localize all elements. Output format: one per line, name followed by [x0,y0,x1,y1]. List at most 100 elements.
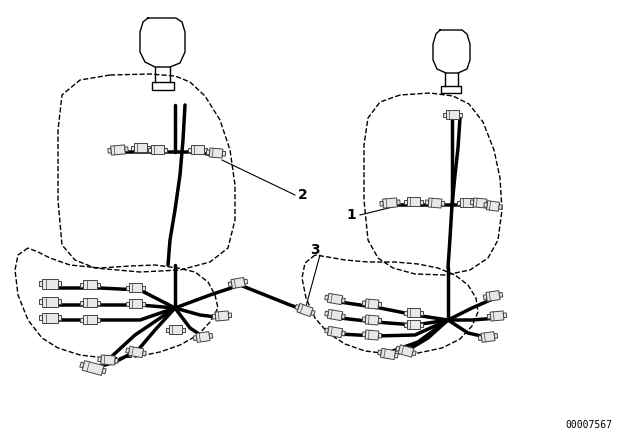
FancyBboxPatch shape [365,330,379,340]
FancyBboxPatch shape [108,148,111,153]
FancyBboxPatch shape [134,143,147,152]
FancyBboxPatch shape [473,198,487,208]
FancyBboxPatch shape [378,319,381,323]
FancyBboxPatch shape [206,150,210,155]
FancyBboxPatch shape [327,326,342,338]
FancyBboxPatch shape [58,315,61,320]
FancyBboxPatch shape [147,148,150,152]
FancyBboxPatch shape [412,351,416,356]
FancyBboxPatch shape [244,279,248,284]
FancyBboxPatch shape [362,317,365,322]
FancyBboxPatch shape [378,333,381,338]
FancyBboxPatch shape [204,148,207,152]
FancyBboxPatch shape [295,305,299,310]
FancyBboxPatch shape [419,323,422,327]
FancyBboxPatch shape [365,299,379,309]
FancyBboxPatch shape [231,277,245,289]
FancyBboxPatch shape [163,148,166,152]
FancyBboxPatch shape [150,146,163,155]
FancyBboxPatch shape [383,198,397,208]
FancyBboxPatch shape [403,200,406,204]
FancyBboxPatch shape [97,283,100,287]
FancyBboxPatch shape [82,361,104,375]
FancyBboxPatch shape [143,351,146,356]
FancyBboxPatch shape [324,311,328,316]
FancyBboxPatch shape [441,201,445,206]
FancyBboxPatch shape [215,311,229,321]
FancyBboxPatch shape [58,281,61,287]
FancyBboxPatch shape [168,326,182,335]
FancyBboxPatch shape [365,315,379,325]
FancyBboxPatch shape [83,298,97,307]
FancyBboxPatch shape [342,314,345,319]
FancyBboxPatch shape [222,151,226,156]
FancyBboxPatch shape [487,314,491,319]
FancyBboxPatch shape [39,315,42,320]
FancyBboxPatch shape [396,346,400,351]
FancyBboxPatch shape [228,313,232,318]
FancyBboxPatch shape [486,201,490,206]
FancyBboxPatch shape [188,148,191,152]
FancyBboxPatch shape [80,362,84,368]
FancyBboxPatch shape [445,111,458,120]
FancyBboxPatch shape [499,205,502,210]
FancyBboxPatch shape [42,313,58,323]
FancyBboxPatch shape [182,328,184,332]
FancyBboxPatch shape [499,293,503,297]
FancyBboxPatch shape [342,298,345,303]
FancyBboxPatch shape [42,279,58,289]
FancyBboxPatch shape [80,283,83,287]
FancyBboxPatch shape [42,297,58,307]
FancyBboxPatch shape [39,300,42,305]
FancyBboxPatch shape [483,295,487,300]
FancyBboxPatch shape [83,280,97,289]
FancyBboxPatch shape [131,146,134,150]
FancyBboxPatch shape [470,200,474,205]
FancyBboxPatch shape [97,318,100,322]
FancyBboxPatch shape [419,200,422,204]
FancyBboxPatch shape [129,284,141,293]
FancyBboxPatch shape [458,113,461,117]
FancyBboxPatch shape [380,349,396,360]
FancyBboxPatch shape [406,309,419,318]
FancyBboxPatch shape [126,348,129,353]
FancyBboxPatch shape [111,145,125,155]
FancyBboxPatch shape [442,113,445,117]
FancyBboxPatch shape [419,311,422,315]
FancyBboxPatch shape [297,303,313,317]
Bar [152,82,174,90]
FancyBboxPatch shape [397,200,400,205]
FancyBboxPatch shape [209,333,212,338]
FancyBboxPatch shape [478,336,482,340]
FancyBboxPatch shape [472,201,476,205]
FancyBboxPatch shape [193,336,197,340]
FancyBboxPatch shape [456,201,460,205]
FancyBboxPatch shape [129,300,141,309]
FancyBboxPatch shape [166,328,168,332]
FancyBboxPatch shape [406,320,419,329]
FancyBboxPatch shape [80,318,83,322]
FancyBboxPatch shape [324,328,328,333]
FancyBboxPatch shape [228,282,232,287]
FancyBboxPatch shape [115,358,118,363]
FancyBboxPatch shape [209,148,223,158]
FancyBboxPatch shape [191,146,204,155]
FancyBboxPatch shape [490,311,504,321]
FancyBboxPatch shape [486,291,500,302]
FancyBboxPatch shape [100,355,115,365]
FancyBboxPatch shape [141,286,145,290]
FancyBboxPatch shape [327,310,342,321]
FancyBboxPatch shape [125,286,129,290]
FancyBboxPatch shape [102,368,106,374]
FancyBboxPatch shape [311,310,315,315]
Text: 00007567: 00007567 [565,420,612,430]
FancyBboxPatch shape [486,201,500,211]
FancyBboxPatch shape [460,198,472,207]
FancyBboxPatch shape [196,332,210,342]
FancyBboxPatch shape [83,315,97,324]
FancyBboxPatch shape [481,332,495,342]
FancyBboxPatch shape [39,281,42,287]
FancyBboxPatch shape [426,200,429,205]
FancyBboxPatch shape [58,300,61,305]
FancyBboxPatch shape [380,201,383,206]
